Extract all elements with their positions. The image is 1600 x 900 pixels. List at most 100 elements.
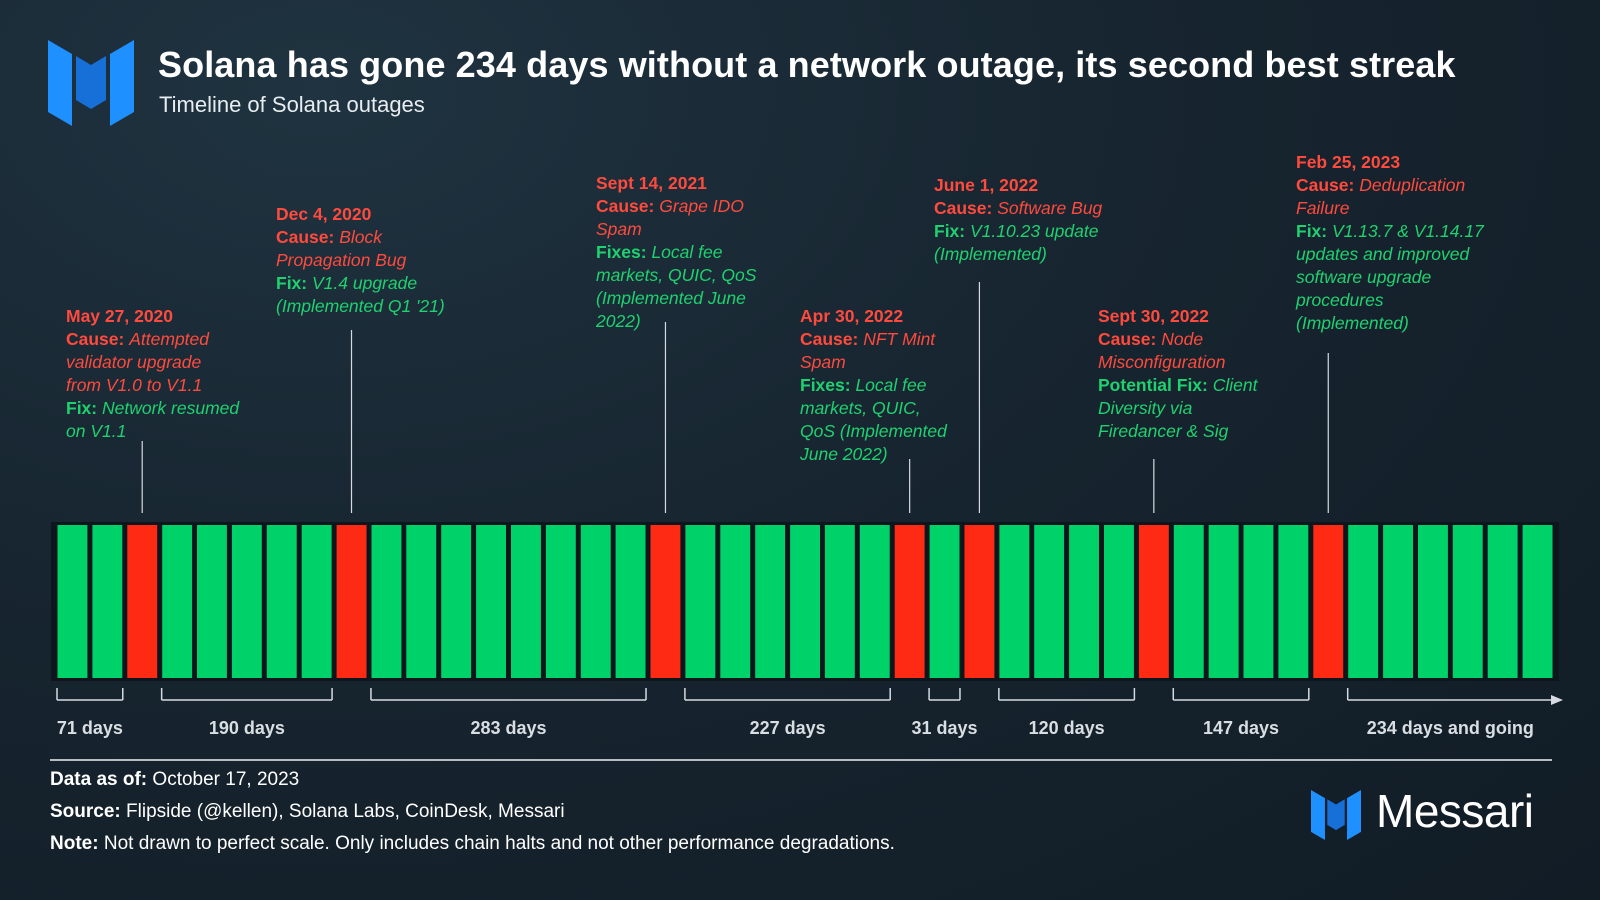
outage-bar (127, 525, 158, 678)
brand-mark: Messari (1310, 785, 1560, 844)
fix-text: (Implemented June (596, 288, 746, 308)
healthy-bar (1522, 525, 1553, 678)
annotation-may-2020: May 27, 2020 Cause: Attempted validator … (66, 305, 239, 443)
fix-label: Fix: (934, 221, 966, 241)
cause-text: Node (1161, 329, 1204, 349)
source: Source: Flipside (@kellen), Solana Labs,… (50, 796, 1570, 828)
cause-text: Failure (1296, 198, 1350, 218)
healthy-bar (162, 525, 193, 678)
streak-arrow-icon (1551, 695, 1563, 705)
healthy-bar (197, 525, 227, 678)
messari-logo-small-icon (1311, 790, 1361, 840)
cause-text: Misconfiguration (1098, 352, 1226, 372)
healthy-bar (231, 525, 262, 678)
cause-label: Cause: (800, 329, 859, 349)
healthy-bar (406, 525, 437, 678)
annotation-date: Feb 25, 2023 (1296, 152, 1401, 172)
cause-label: Cause: (934, 198, 993, 218)
cause-text: Software Bug (997, 198, 1103, 218)
healthy-bar (1418, 525, 1448, 678)
fixes-label: Fixes: (596, 242, 647, 262)
data-as-of-value: October 17, 2023 (152, 769, 300, 790)
annotation-apr-2022: Apr 30, 2022 Cause: NFT Mint Spam Fixes:… (800, 305, 947, 466)
fixes-label: Fixes: (800, 375, 851, 395)
cause-text: Propagation Bug (276, 250, 407, 270)
fix-text: (Implemented Q1 '21) (276, 296, 445, 316)
healthy-bar (545, 525, 576, 678)
note-value: Not drawn to perfect scale. Only include… (103, 833, 895, 854)
fix-text: Network resumed (102, 398, 240, 418)
annotation-date: May 27, 2020 (66, 306, 174, 326)
cause-label: Cause: (276, 227, 335, 247)
healthy-bar (720, 525, 751, 678)
fix-text: (Implemented) (934, 244, 1047, 264)
healthy-bar (371, 525, 402, 678)
fix-text: V1.10.23 update (970, 221, 1099, 241)
fix-text: Client (1212, 375, 1258, 395)
cause-label: Cause: (596, 196, 655, 216)
fix-text: June 2022) (800, 444, 888, 464)
streak-label: 234 days and going (1367, 718, 1534, 738)
cause-text: Spam (800, 352, 846, 372)
fix-label: Fix: (276, 273, 308, 293)
streak-label: 120 days (1029, 718, 1105, 738)
page-subtitle: Timeline of Solana outages (159, 92, 425, 117)
fix-text: procedures (1296, 290, 1384, 310)
note-label: Note: (50, 833, 99, 854)
outage-bar (1313, 525, 1344, 678)
cause-text: validator upgrade (66, 352, 202, 372)
fix-label: Fix: (1296, 221, 1328, 241)
fix-text: V1.4 upgrade (312, 273, 418, 293)
healthy-bar (266, 525, 297, 678)
annotation-june-2022: June 1, 2022 Cause: Software Bug Fix: V1… (934, 174, 1102, 266)
healthy-bar (1034, 525, 1065, 678)
healthy-bar (1487, 525, 1518, 678)
data-as-of: Data as of: October 17, 2023 (50, 764, 1570, 796)
cause-text: Block (339, 227, 383, 247)
healthy-bar (1173, 525, 1204, 678)
cause-label: Cause: (1098, 329, 1157, 349)
outage-bar (336, 525, 367, 678)
healthy-bar (790, 525, 820, 678)
cause-text: NFT Mint (863, 329, 936, 349)
data-as-of-label: Data as of: (50, 769, 148, 790)
healthy-bar (755, 525, 786, 678)
healthy-bar (1348, 525, 1379, 678)
footer-divider (50, 759, 1552, 761)
fix-text: markets, QUIC, QoS (596, 265, 757, 285)
fix-text: Firedancer & Sig (1098, 421, 1229, 441)
streak-label: 227 days (750, 718, 826, 738)
healthy-bar (511, 525, 541, 678)
fix-text: updates and improved (1296, 244, 1470, 264)
fix-text: markets, QUIC, (800, 398, 921, 418)
healthy-bar (92, 525, 123, 678)
annotation-sept-2021: Sept 14, 2021 Cause: Grape IDO Spam Fixe… (596, 172, 756, 333)
healthy-bar (1452, 525, 1483, 678)
healthy-bar (441, 525, 472, 678)
healthy-bar (859, 525, 890, 678)
fix-label: Fix: (66, 398, 98, 418)
cause-text: from V1.0 to V1.1 (66, 375, 203, 395)
cause-text: Deduplication (1359, 175, 1466, 195)
messari-logo-icon (48, 40, 134, 126)
annotation-date: June 1, 2022 (934, 175, 1039, 195)
healthy-bar (685, 525, 716, 678)
healthy-bar (1383, 525, 1413, 678)
fix-text: on V1.1 (66, 421, 127, 441)
fix-text: Diversity via (1098, 398, 1193, 418)
streak-label: 147 days (1203, 718, 1279, 738)
healthy-bar (57, 525, 88, 678)
healthy-bar (1243, 525, 1274, 678)
outage-bar (650, 525, 681, 678)
annotation-dec-2020: Dec 4, 2020 Cause: Block Propagation Bug… (276, 203, 445, 318)
healthy-bar (824, 525, 855, 678)
healthy-bar (301, 525, 332, 678)
fix-text: V1.13.7 & V1.14.17 (1332, 221, 1484, 241)
healthy-bar (580, 525, 611, 678)
healthy-bar (1208, 525, 1239, 678)
healthy-bar (929, 525, 960, 678)
source-label: Source: (50, 801, 121, 822)
annotation-sept-2022: Sept 30, 2022 Cause: Node Misconfigurati… (1098, 305, 1258, 443)
streak-label: 71 days (57, 718, 123, 738)
healthy-bar (1069, 525, 1099, 678)
